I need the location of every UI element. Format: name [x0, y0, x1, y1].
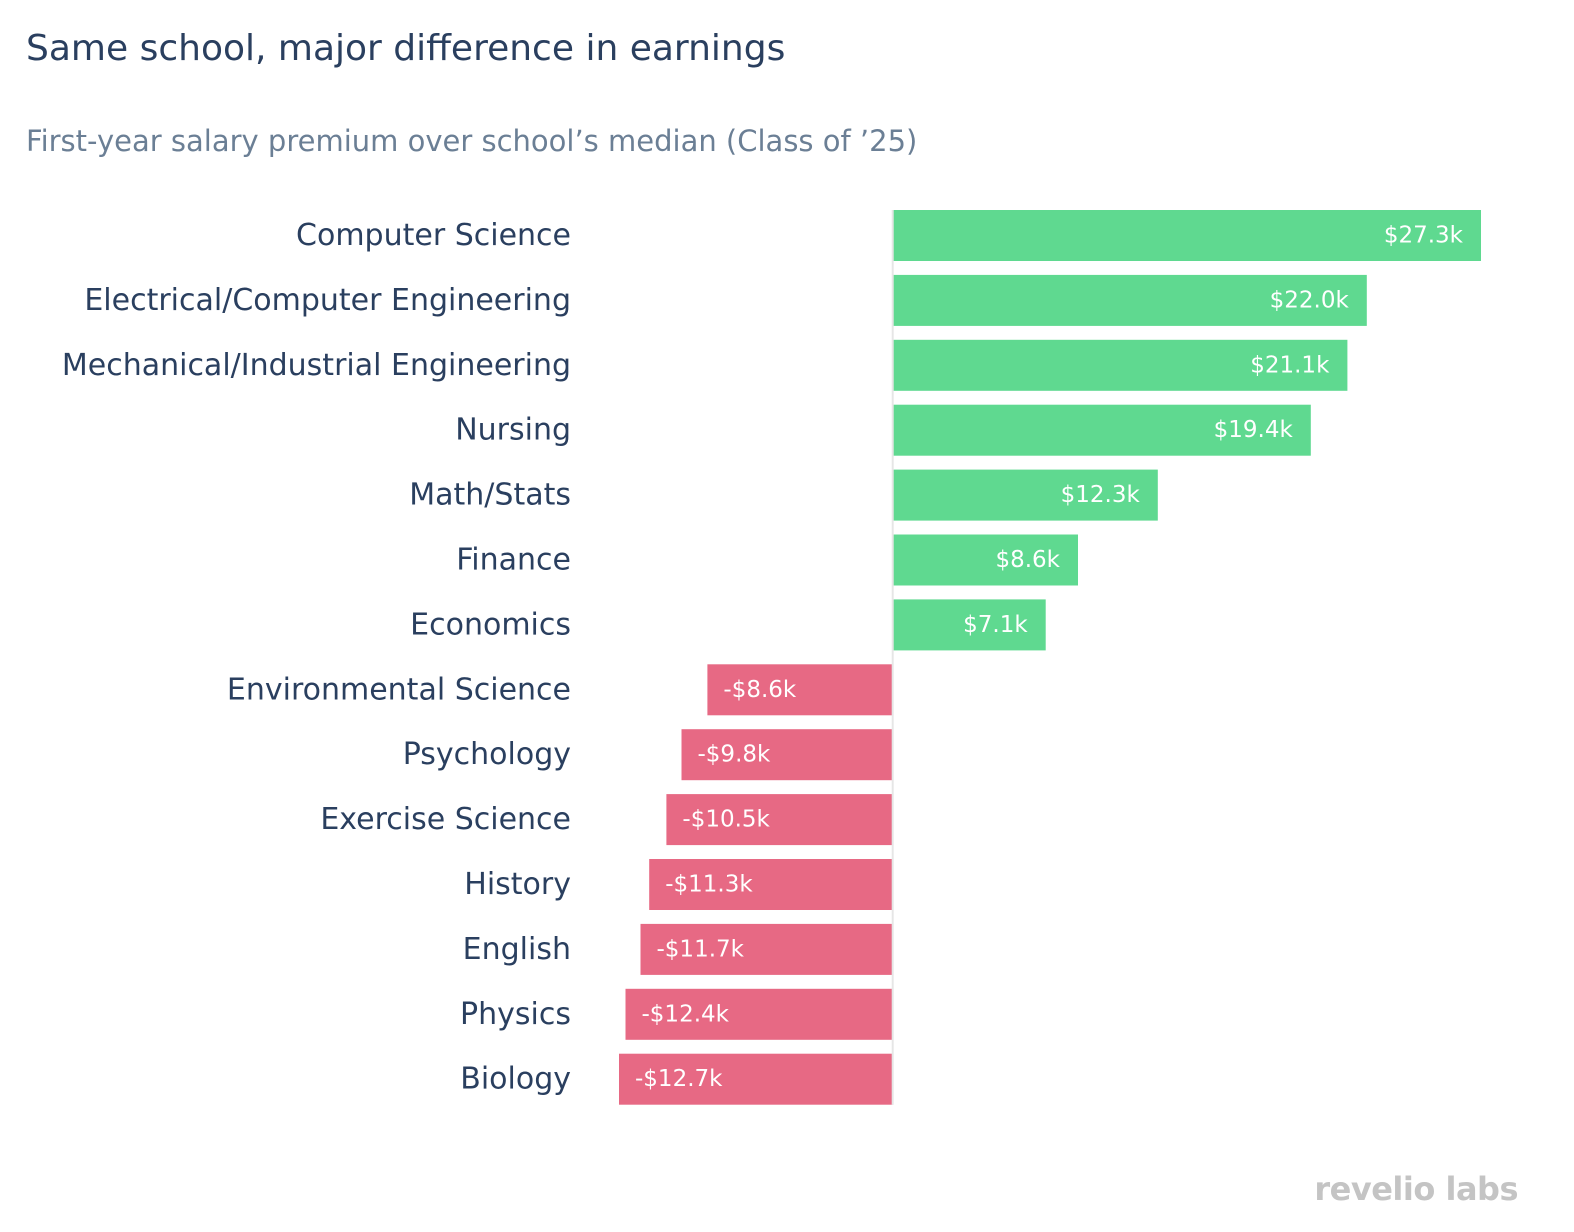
bar-5	[892, 534, 1078, 586]
category-label-1: Electrical/Computer Engineering	[84, 283, 571, 318]
value-label-6: $7.1k	[963, 612, 1028, 638]
value-label-11: -$11.7k	[657, 936, 745, 962]
bar-13	[619, 1053, 893, 1105]
category-label-12: Physics	[460, 997, 571, 1032]
category-label-3: Nursing	[455, 413, 571, 448]
value-label-0: $27.3k	[1384, 223, 1464, 249]
category-label-0: Computer Science	[296, 218, 571, 253]
category-label-7: Environmental Science	[227, 672, 571, 707]
chart-title: Same school, major difference in earning…	[26, 28, 786, 69]
category-label-6: Economics	[410, 607, 571, 642]
bar-10	[649, 859, 893, 910]
category-label-4: Math/Stats	[409, 478, 571, 513]
category-label-8: Psychology	[403, 737, 571, 772]
value-label-1: $22.0k	[1270, 287, 1350, 313]
category-label-10: History	[464, 867, 571, 902]
value-label-3: $19.4k	[1214, 417, 1294, 443]
value-label-7: -$8.6k	[723, 677, 797, 703]
value-label-12: -$12.4k	[642, 1001, 730, 1027]
bar-9	[666, 794, 893, 846]
bar-12	[625, 988, 893, 1040]
bar-7	[707, 664, 893, 716]
bar-4	[892, 469, 1158, 521]
value-label-4: $12.3k	[1061, 482, 1141, 508]
bar-6	[892, 599, 1046, 651]
value-label-2: $21.1k	[1250, 352, 1330, 378]
bar-2	[892, 339, 1348, 391]
category-label-2: Mechanical/Industrial Engineering	[62, 348, 571, 383]
bar-1	[892, 274, 1367, 326]
bar-11	[640, 923, 893, 975]
category-label-9: Exercise Science	[320, 802, 571, 837]
bar-3	[892, 404, 1311, 456]
category-label-13: Biology	[460, 1062, 571, 1097]
bar-8	[681, 729, 893, 781]
value-label-10: -$11.3k	[665, 872, 753, 898]
category-label-5: Finance	[456, 543, 571, 578]
value-label-8: -$9.8k	[698, 742, 772, 768]
category-label-11: English	[463, 932, 571, 967]
value-label-5: $8.6k	[995, 547, 1060, 573]
bar-0	[892, 210, 1481, 261]
revelio-labs-logo: revelio labs	[1314, 1170, 1518, 1208]
value-label-9: -$10.5k	[682, 807, 770, 833]
chart-subtitle: First-year salary premium over school’s …	[26, 124, 918, 158]
value-label-13: -$12.7k	[635, 1066, 723, 1092]
